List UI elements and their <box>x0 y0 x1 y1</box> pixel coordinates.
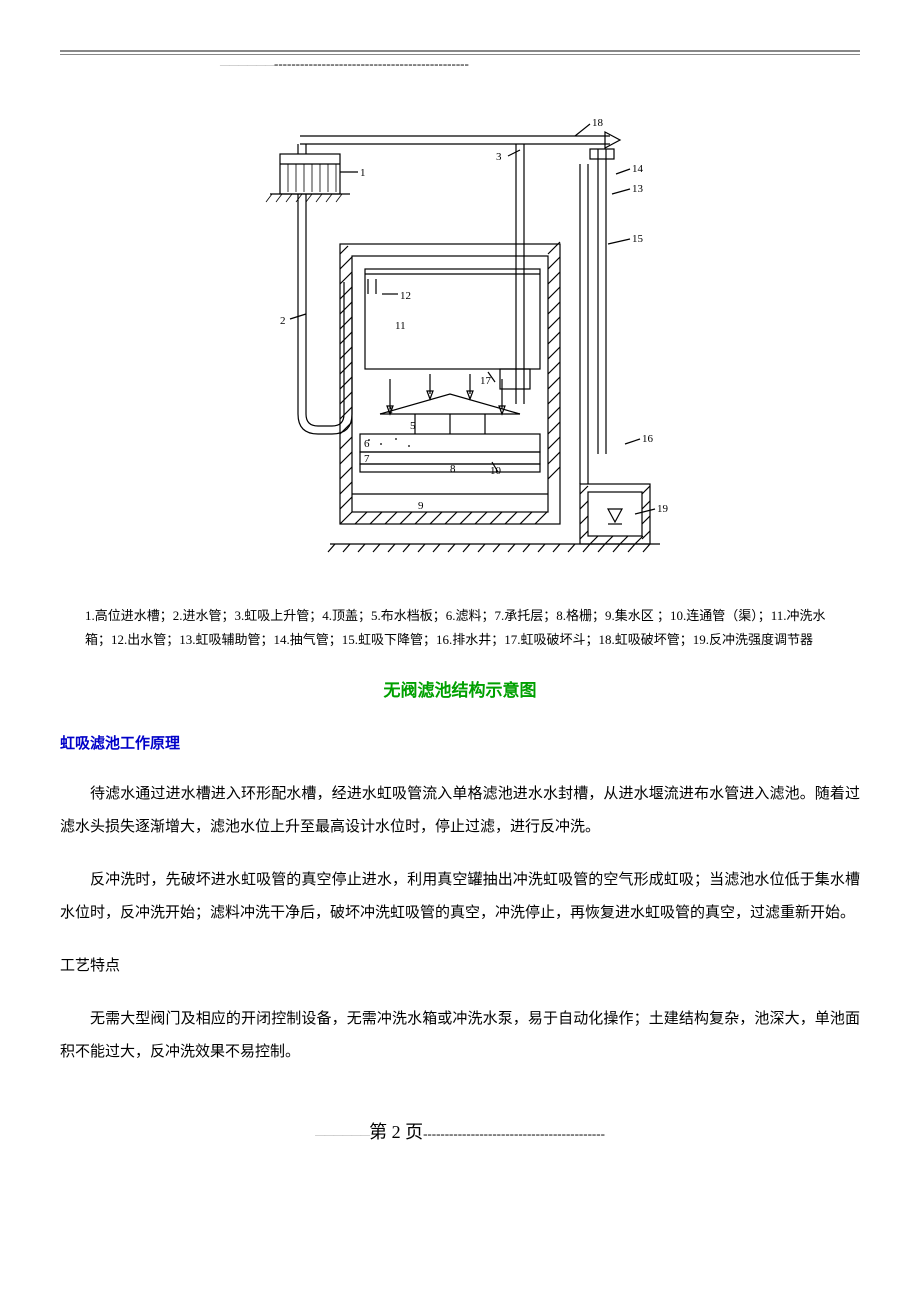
page-footer: ——————第 2 页-----------------------------… <box>60 1119 860 1146</box>
label-5: 5 <box>410 420 416 432</box>
page-number: 第 2 页 <box>369 1122 423 1142</box>
section-heading-features: 工艺特点 <box>60 950 860 983</box>
label-14: 14 <box>632 163 644 175</box>
label-3: 3 <box>496 151 502 163</box>
label-15: 15 <box>632 233 644 245</box>
label-10: 10 <box>490 465 502 477</box>
label-19: 19 <box>657 503 669 515</box>
header-rule: ----------------------------------------… <box>60 54 860 74</box>
diagram-legend: 1.高位进水槽；2.进水管；3.虹吸上升管；4.顶盖；5.布水档板；6.滤料；7… <box>60 604 860 653</box>
label-4: 4 <box>387 405 393 417</box>
label-12: 12 <box>400 290 411 302</box>
label-13: 13 <box>632 183 644 195</box>
paragraph: 反冲洗时，先破坏进水虹吸管的真空停止进水，利用真空罐抽出冲洗虹吸管的空气形成虹吸… <box>60 864 860 930</box>
label-11: 11 <box>395 320 406 332</box>
filter-diagram: 18 1 2 <box>240 114 680 574</box>
label-7: 7 <box>364 453 370 465</box>
label-17: 17 <box>480 375 492 387</box>
label-9: 9 <box>418 500 424 512</box>
diagram-title: 无阀滤池结构示意图 <box>60 678 860 704</box>
label-8: 8 <box>450 463 456 475</box>
diagram-container: 18 1 2 <box>60 114 860 574</box>
section-heading-principle: 虹吸滤池工作原理 <box>60 733 860 756</box>
label-16: 16 <box>642 433 654 445</box>
label-1: 1 <box>360 167 366 179</box>
paragraph: 无需大型阀门及相应的开闭控制设备，无需冲洗水箱或冲洗水泵，易于自动化操作；土建结… <box>60 1003 860 1069</box>
label-2: 2 <box>280 315 286 327</box>
paragraph: 待滤水通过进水槽进入环形配水槽，经进水虹吸管流入单格滤池进水水封槽，从进水堰流进… <box>60 778 860 844</box>
label-18: 18 <box>592 117 604 129</box>
label-6: 6 <box>364 438 370 450</box>
footer-dashes: ----------------------------------------… <box>423 1126 605 1141</box>
